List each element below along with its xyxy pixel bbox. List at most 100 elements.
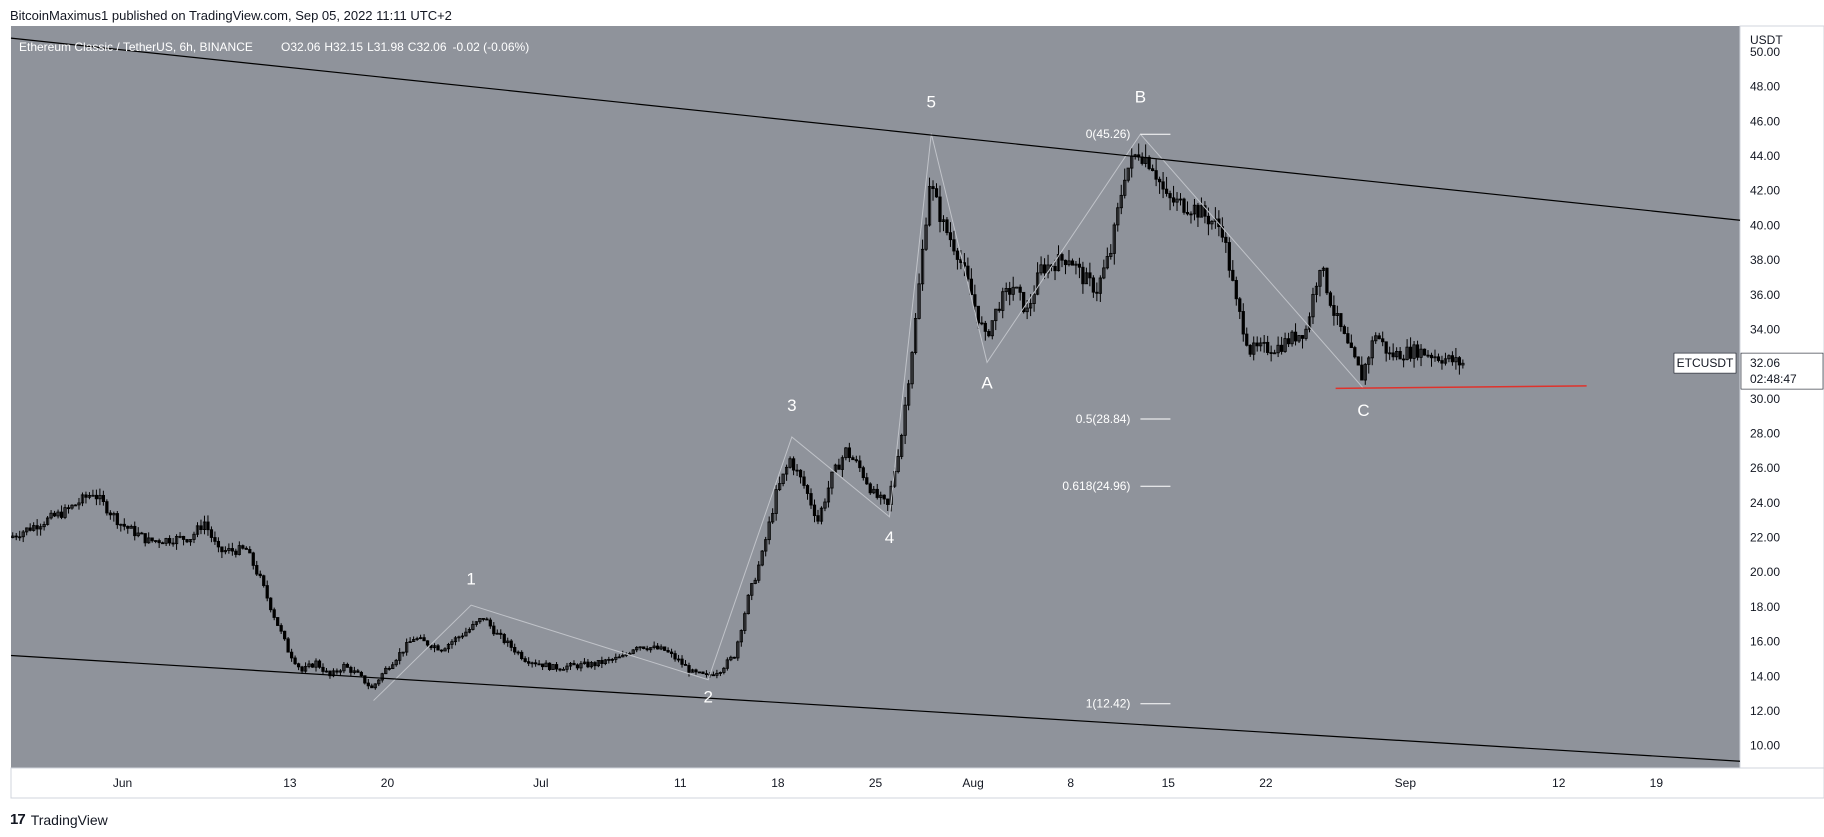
candle-body — [662, 646, 667, 651]
candle-body — [1175, 198, 1179, 203]
candle-body — [638, 646, 642, 649]
candle-body — [488, 619, 492, 627]
candle-body — [492, 625, 496, 635]
candle-body — [805, 485, 810, 494]
fibonacci-levels: 0(45.26) 0.5(28.84) 0.618(24.96) 1(12.42) — [1062, 127, 1171, 711]
price-axis-unit: USDT — [1750, 33, 1783, 47]
price-tick-label: 20.00 — [1750, 565, 1780, 579]
candle-body — [70, 504, 74, 509]
candle-body — [220, 546, 224, 553]
ohlc-value: 32.15 — [333, 40, 363, 54]
tradingview-logo-icon: 17 — [10, 811, 26, 828]
candle-body — [676, 658, 681, 661]
candle-body — [1189, 213, 1193, 216]
candle-body — [854, 459, 858, 462]
candle-body — [1018, 286, 1022, 293]
candle-body — [1116, 207, 1120, 226]
candle-body — [994, 308, 998, 322]
price-tick-label: 22.00 — [1750, 531, 1780, 545]
candle-body — [1429, 354, 1434, 359]
price-tick-label: 44.00 — [1750, 149, 1780, 163]
candle-body — [847, 447, 851, 459]
candle-body — [509, 640, 513, 648]
candle-body — [900, 434, 904, 457]
candle-body — [729, 656, 733, 661]
candle-body — [119, 523, 123, 526]
candle-body — [513, 646, 517, 653]
candle-body — [1238, 298, 1242, 312]
candle-body — [1450, 355, 1455, 363]
candle-body — [558, 668, 562, 671]
candle-body — [635, 646, 639, 651]
candle-body — [1339, 313, 1343, 327]
candle-body — [767, 521, 771, 541]
candle-body — [743, 613, 747, 631]
candle-body — [1077, 263, 1082, 268]
candle-body — [1241, 311, 1245, 335]
candle-body — [830, 471, 834, 489]
candle-body — [697, 671, 702, 674]
candle-body — [223, 550, 228, 553]
candle-body — [1164, 188, 1169, 194]
candle-body — [464, 631, 468, 637]
candle-body — [774, 489, 778, 514]
candle-body — [230, 548, 234, 552]
candle-body — [851, 457, 855, 461]
candle-body — [1109, 252, 1113, 257]
candle-body — [1422, 348, 1427, 356]
candle-body — [802, 476, 806, 486]
candle-body — [314, 660, 318, 668]
candle-body — [352, 670, 356, 673]
time-tick-label: 15 — [1162, 776, 1176, 790]
candle-body — [1318, 270, 1322, 287]
fib-level-label: 0(45.26) — [1086, 127, 1131, 141]
candle-body — [840, 457, 845, 470]
candle-body — [1360, 364, 1364, 381]
support-line-segment — [1335, 385, 1587, 390]
candle-body — [565, 665, 569, 670]
time-axis-ticks: Jun 13 20 Jul 11 18 25 Aug 8 15 22 Sep 12 19 — [113, 776, 1663, 790]
price-tick-label: 40.00 — [1750, 218, 1780, 232]
candle-body — [816, 515, 820, 522]
candle-body — [750, 583, 754, 596]
candle-body — [112, 513, 116, 516]
price-tick-label: 34.00 — [1750, 322, 1780, 336]
candle-body — [795, 469, 799, 472]
candle-body — [164, 538, 168, 544]
candle-body — [1461, 362, 1465, 366]
candle-body — [938, 196, 942, 222]
candle-body — [478, 618, 482, 623]
candle-body — [1374, 335, 1378, 342]
price-tick-label: 38.00 — [1750, 253, 1780, 267]
tradingview-footer[interactable]: 17 TradingView — [10, 811, 108, 828]
candle-body — [157, 540, 161, 544]
candle-body — [1011, 286, 1015, 295]
wave-label: 1 — [466, 569, 475, 588]
channel-line-lower — [10, 654, 1741, 762]
candle-body — [1300, 335, 1305, 339]
candle-body — [1091, 277, 1095, 293]
candle-body — [1433, 356, 1437, 359]
candle-body — [1157, 178, 1162, 183]
candle-body — [1008, 288, 1012, 295]
price-tick-label: 16.00 — [1750, 635, 1780, 649]
candle-body — [338, 670, 343, 673]
candle-body — [784, 466, 789, 475]
candle-body — [56, 511, 60, 517]
candle-body — [746, 594, 750, 615]
candle-body — [1203, 205, 1207, 217]
candle-body — [711, 674, 716, 677]
candle-body — [35, 525, 39, 530]
candle-body — [1001, 291, 1005, 311]
candle-body — [241, 545, 245, 549]
candle-body — [572, 662, 576, 666]
candle-body — [1342, 326, 1346, 334]
candle-body — [1140, 156, 1144, 164]
candle-body — [1426, 354, 1430, 357]
candle-body — [1259, 342, 1263, 347]
candle-body — [614, 656, 618, 660]
candle-body — [673, 653, 677, 660]
candle-body — [934, 188, 939, 198]
ohlc-key: O — [281, 40, 290, 54]
